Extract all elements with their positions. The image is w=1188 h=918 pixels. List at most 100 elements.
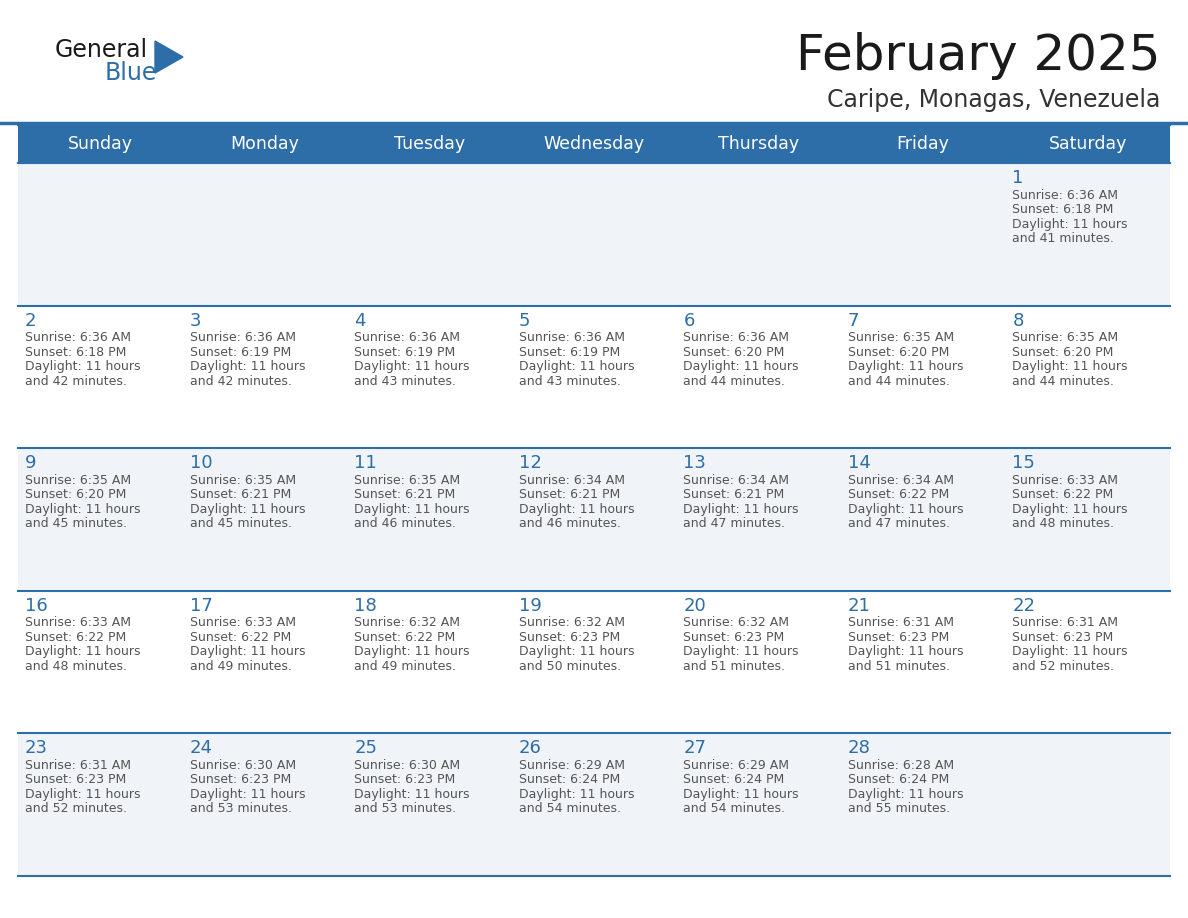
Text: February 2025: February 2025 (796, 32, 1159, 80)
Text: Daylight: 11 hours: Daylight: 11 hours (354, 503, 469, 516)
Bar (183, 733, 347, 876)
Text: and 53 minutes.: and 53 minutes. (354, 802, 456, 815)
Bar (1005, 306, 1170, 448)
Text: and 47 minutes.: and 47 minutes. (848, 517, 950, 531)
Text: Daylight: 11 hours: Daylight: 11 hours (519, 360, 634, 374)
Text: Sunrise: 6:35 AM: Sunrise: 6:35 AM (848, 331, 954, 344)
Text: Sunrise: 6:32 AM: Sunrise: 6:32 AM (354, 616, 460, 630)
Text: Sunset: 6:20 PM: Sunset: 6:20 PM (25, 488, 126, 501)
Text: Sunset: 6:20 PM: Sunset: 6:20 PM (1012, 346, 1114, 359)
Text: 20: 20 (683, 597, 706, 615)
Text: 9: 9 (25, 454, 37, 472)
Bar (841, 733, 1005, 876)
Bar (18, 306, 183, 448)
Polygon shape (154, 41, 183, 73)
Bar (183, 306, 347, 448)
Text: Sunrise: 6:35 AM: Sunrise: 6:35 AM (1012, 331, 1119, 344)
Text: Daylight: 11 hours: Daylight: 11 hours (519, 788, 634, 801)
Text: 22: 22 (1012, 597, 1036, 615)
Text: Sunrise: 6:28 AM: Sunrise: 6:28 AM (848, 759, 954, 772)
Text: Daylight: 11 hours: Daylight: 11 hours (1012, 360, 1127, 374)
Text: Sunday: Sunday (68, 135, 133, 153)
Text: Sunrise: 6:36 AM: Sunrise: 6:36 AM (25, 331, 131, 344)
Text: and 54 minutes.: and 54 minutes. (683, 802, 785, 815)
Text: Blue: Blue (105, 61, 157, 85)
Text: 17: 17 (190, 597, 213, 615)
Text: 21: 21 (848, 597, 871, 615)
Text: 11: 11 (354, 454, 377, 472)
Text: Daylight: 11 hours: Daylight: 11 hours (1012, 503, 1127, 516)
Text: Sunrise: 6:29 AM: Sunrise: 6:29 AM (683, 759, 789, 772)
Text: Daylight: 11 hours: Daylight: 11 hours (190, 503, 305, 516)
Text: Sunrise: 6:34 AM: Sunrise: 6:34 AM (848, 474, 954, 487)
Text: Sunset: 6:23 PM: Sunset: 6:23 PM (25, 774, 126, 787)
Text: Daylight: 11 hours: Daylight: 11 hours (1012, 218, 1127, 230)
Text: and 48 minutes.: and 48 minutes. (25, 660, 127, 673)
Text: Daylight: 11 hours: Daylight: 11 hours (354, 645, 469, 658)
Text: Tuesday: Tuesday (394, 135, 465, 153)
Text: Daylight: 11 hours: Daylight: 11 hours (683, 788, 798, 801)
Text: Sunset: 6:22 PM: Sunset: 6:22 PM (190, 631, 291, 644)
Text: Sunrise: 6:32 AM: Sunrise: 6:32 AM (519, 616, 625, 630)
Text: Sunset: 6:21 PM: Sunset: 6:21 PM (354, 488, 455, 501)
Text: Sunset: 6:20 PM: Sunset: 6:20 PM (848, 346, 949, 359)
Text: and 42 minutes.: and 42 minutes. (25, 375, 127, 387)
Text: Thursday: Thursday (718, 135, 800, 153)
Text: Sunset: 6:23 PM: Sunset: 6:23 PM (190, 774, 291, 787)
Text: General: General (55, 38, 148, 62)
Text: Daylight: 11 hours: Daylight: 11 hours (683, 645, 798, 658)
Text: Sunrise: 6:34 AM: Sunrise: 6:34 AM (683, 474, 789, 487)
Text: Sunset: 6:19 PM: Sunset: 6:19 PM (519, 346, 620, 359)
Text: Sunset: 6:22 PM: Sunset: 6:22 PM (1012, 488, 1113, 501)
Text: and 42 minutes.: and 42 minutes. (190, 375, 291, 387)
Bar (18, 163, 183, 306)
Text: Sunset: 6:21 PM: Sunset: 6:21 PM (683, 488, 784, 501)
Text: 23: 23 (25, 739, 48, 757)
Text: Daylight: 11 hours: Daylight: 11 hours (25, 503, 140, 516)
Text: 24: 24 (190, 739, 213, 757)
Text: 10: 10 (190, 454, 213, 472)
Text: Sunrise: 6:33 AM: Sunrise: 6:33 AM (190, 616, 296, 630)
Text: Sunrise: 6:33 AM: Sunrise: 6:33 AM (1012, 474, 1118, 487)
Text: Sunset: 6:23 PM: Sunset: 6:23 PM (848, 631, 949, 644)
Bar (1005, 733, 1170, 876)
Text: and 55 minutes.: and 55 minutes. (848, 802, 950, 815)
Text: Sunset: 6:18 PM: Sunset: 6:18 PM (25, 346, 126, 359)
Text: Sunset: 6:22 PM: Sunset: 6:22 PM (848, 488, 949, 501)
Text: and 49 minutes.: and 49 minutes. (190, 660, 291, 673)
Bar (183, 591, 347, 733)
Text: 2: 2 (25, 311, 37, 330)
Bar (676, 733, 841, 876)
Bar (347, 733, 512, 876)
Text: 27: 27 (683, 739, 707, 757)
Text: 25: 25 (354, 739, 377, 757)
Bar (18, 591, 183, 733)
Text: and 51 minutes.: and 51 minutes. (848, 660, 950, 673)
Text: Caripe, Monagas, Venezuela: Caripe, Monagas, Venezuela (827, 88, 1159, 112)
Text: Sunset: 6:22 PM: Sunset: 6:22 PM (354, 631, 455, 644)
Text: Sunrise: 6:33 AM: Sunrise: 6:33 AM (25, 616, 131, 630)
Text: 8: 8 (1012, 311, 1024, 330)
Text: 26: 26 (519, 739, 542, 757)
Bar (841, 306, 1005, 448)
Text: Sunrise: 6:31 AM: Sunrise: 6:31 AM (848, 616, 954, 630)
Bar (512, 591, 676, 733)
Text: Daylight: 11 hours: Daylight: 11 hours (683, 360, 798, 374)
Text: Sunset: 6:23 PM: Sunset: 6:23 PM (1012, 631, 1113, 644)
Text: and 44 minutes.: and 44 minutes. (848, 375, 949, 387)
Bar (347, 306, 512, 448)
Text: Sunrise: 6:36 AM: Sunrise: 6:36 AM (683, 331, 789, 344)
Text: and 46 minutes.: and 46 minutes. (354, 517, 456, 531)
Text: Sunrise: 6:30 AM: Sunrise: 6:30 AM (190, 759, 296, 772)
Text: and 50 minutes.: and 50 minutes. (519, 660, 621, 673)
Bar (1005, 591, 1170, 733)
Text: Daylight: 11 hours: Daylight: 11 hours (1012, 645, 1127, 658)
Text: 1: 1 (1012, 169, 1024, 187)
Text: Daylight: 11 hours: Daylight: 11 hours (848, 360, 963, 374)
Bar (1005, 448, 1170, 591)
Text: Sunset: 6:24 PM: Sunset: 6:24 PM (848, 774, 949, 787)
Bar (18, 125, 1170, 163)
Bar (1005, 163, 1170, 306)
Text: Daylight: 11 hours: Daylight: 11 hours (190, 360, 305, 374)
Text: and 52 minutes.: and 52 minutes. (1012, 660, 1114, 673)
